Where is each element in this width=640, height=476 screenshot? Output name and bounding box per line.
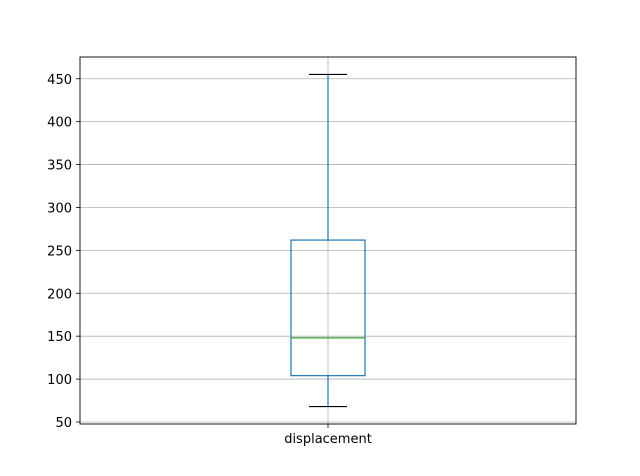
- y-tick-label: 450: [47, 73, 72, 88]
- y-tick-label: 300: [47, 201, 72, 216]
- x-tick-label: displacement: [284, 432, 372, 447]
- iqr-box: [290, 239, 366, 377]
- axes-layer: 50 100 150 200 250 300 350 400 450 displacement: [47, 56, 577, 447]
- y-tick-label: 50: [55, 416, 72, 431]
- plot-frame: [79, 56, 577, 425]
- y-tick-label: 250: [47, 244, 72, 259]
- y-tick-label: 150: [47, 330, 72, 345]
- y-tick-label: 400: [47, 116, 72, 131]
- y-tick-label: 200: [47, 287, 72, 302]
- y-tick-label: 350: [47, 159, 72, 174]
- y-tick-label: 100: [47, 373, 72, 388]
- box-layer: [290, 73, 366, 408]
